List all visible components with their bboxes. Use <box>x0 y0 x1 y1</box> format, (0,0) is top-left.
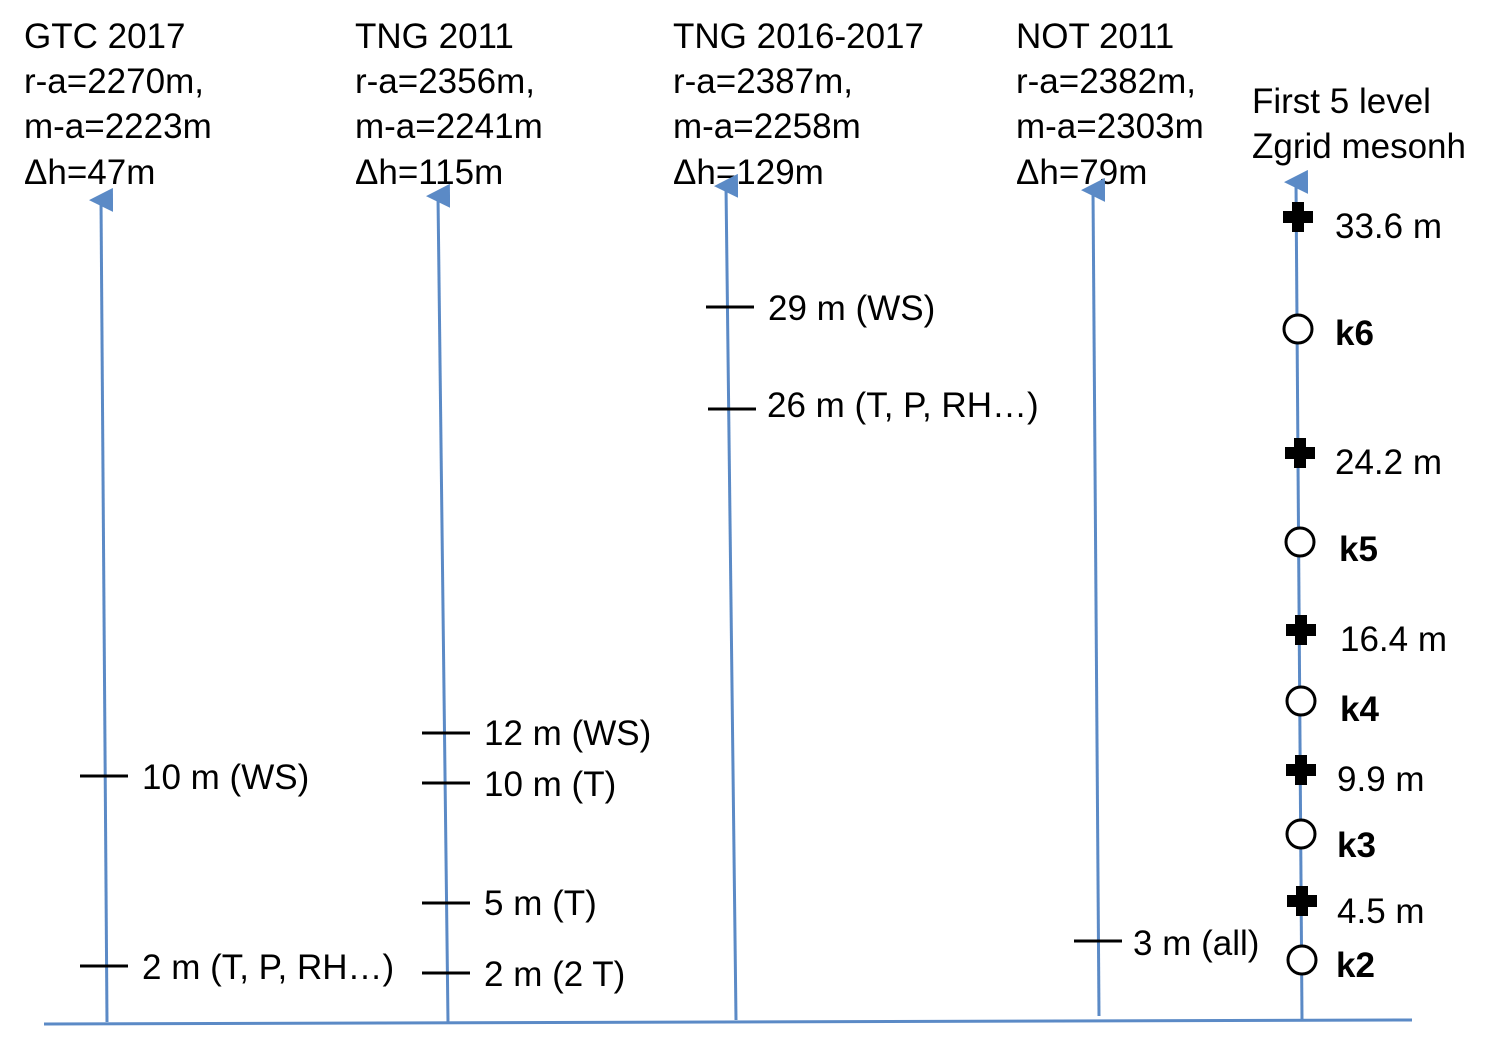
col-title: TNG 2016-2017 <box>673 17 924 56</box>
k-label: k5 <box>1339 530 1378 569</box>
level-label: 2 m (2 T) <box>484 955 625 994</box>
level-label: 10 m (T) <box>484 765 616 804</box>
col-line: m-a=2241m <box>355 107 543 146</box>
model-levels: 33.6 m 24.2 m 16.4 m 9.9 m 4.5 m k6 k5 k… <box>1282 202 1447 985</box>
height-label: 16.4 m <box>1340 620 1447 659</box>
k-label: k4 <box>1340 690 1379 729</box>
cross <box>1286 615 1316 645</box>
level-label: 26 m (T, P, RH…) <box>767 386 1039 425</box>
col-line: Δh=115m <box>355 153 503 192</box>
cross <box>1286 755 1316 785</box>
headers: GTC 2017 r-a=2270m, m-a=2223m Δh=47m TNG… <box>24 17 1466 192</box>
col-line: Δh=47m <box>24 153 155 192</box>
col-line: m-a=2258m <box>673 107 861 146</box>
circle <box>1286 944 1318 976</box>
axis <box>1081 177 1106 1017</box>
cross <box>1283 202 1313 232</box>
col-line: r-a=2387m, <box>673 62 853 101</box>
height-label: 24.2 m <box>1335 443 1442 482</box>
level-label: 29 m (WS) <box>768 289 935 328</box>
baseline <box>43 1018 1413 1026</box>
model-title: Zgrid mesonh <box>1252 127 1466 166</box>
col-line: r-a=2356m, <box>355 62 535 101</box>
cross <box>1285 438 1315 468</box>
k-label: k3 <box>1337 826 1376 865</box>
circle <box>1284 526 1316 558</box>
col-line: r-a=2270m, <box>24 62 204 101</box>
axis <box>89 187 114 1023</box>
level-label: 5 m (T) <box>484 884 597 923</box>
col-title: TNG 2011 <box>355 17 514 56</box>
circle <box>1285 685 1317 717</box>
axis <box>714 173 739 1021</box>
height-label: 4.5 m <box>1337 892 1425 931</box>
axis <box>426 183 451 1023</box>
level-label: 10 m (WS) <box>142 758 309 797</box>
circle <box>1282 313 1314 345</box>
col-line: m-a=2223m <box>24 107 212 146</box>
height-label: 33.6 m <box>1335 207 1442 246</box>
height-label: 9.9 m <box>1337 760 1425 799</box>
circle <box>1285 818 1317 850</box>
col-title: GTC 2017 <box>24 17 185 56</box>
level-label: 12 m (WS) <box>484 714 651 753</box>
level-label: 3 m (all) <box>1133 924 1259 963</box>
axes <box>43 169 1413 1026</box>
col-title: NOT 2011 <box>1016 17 1174 56</box>
model-title: First 5 level <box>1252 82 1431 121</box>
k-label: k2 <box>1336 946 1375 985</box>
col-line: m-a=2303m <box>1016 107 1204 146</box>
col-line: r-a=2382m, <box>1016 62 1196 101</box>
k-label: k6 <box>1335 314 1374 353</box>
cross <box>1287 886 1317 916</box>
col-line: Δh=79m <box>1016 153 1147 192</box>
level-label: 2 m (T, P, RH…) <box>142 948 394 987</box>
col-line: Δh=129m <box>673 153 824 192</box>
levels: 10 m (WS) 2 m (T, P, RH…) 12 m (WS) 10 m… <box>80 289 1259 994</box>
